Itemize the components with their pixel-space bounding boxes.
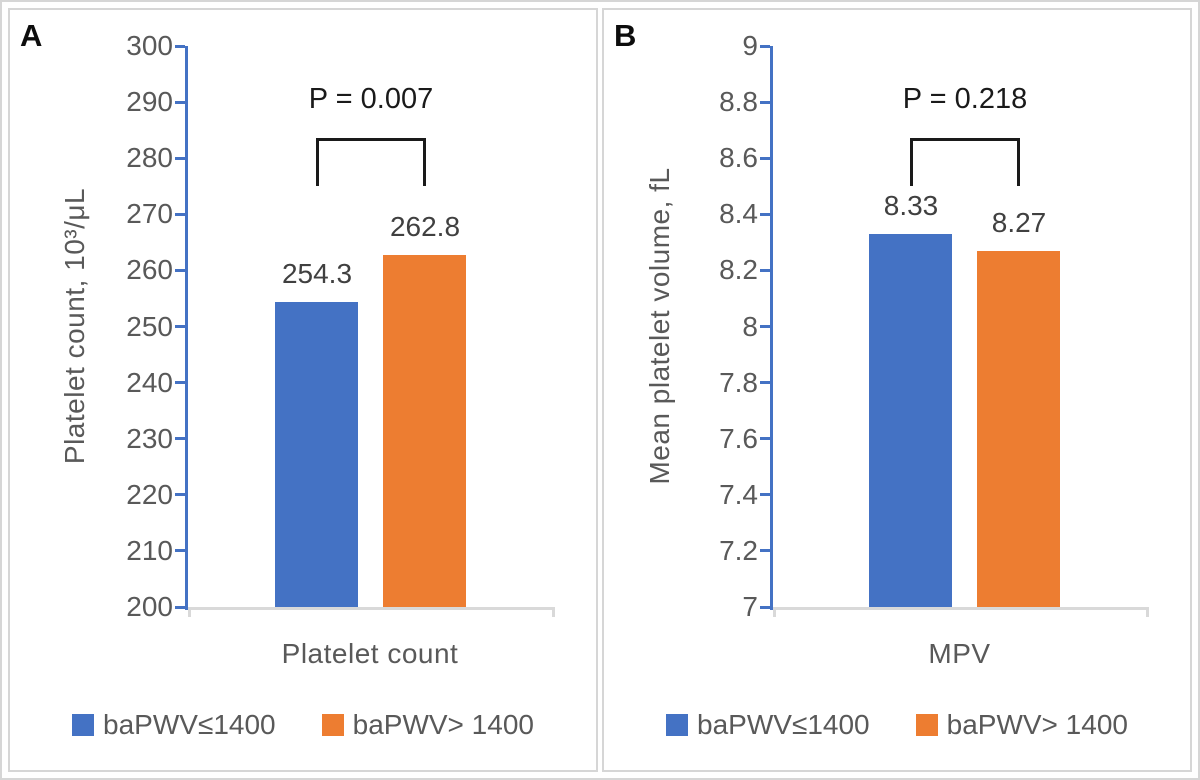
y-tick-mark [175, 325, 185, 328]
panel-a-letter: A [20, 18, 43, 53]
panel-b-bar-bapwv-le-1400 [869, 233, 952, 607]
y-tick-label: 8.8 [719, 86, 758, 118]
y-tick-label: 290 [126, 86, 173, 118]
y-tick-mark [175, 268, 185, 272]
panel-b-legend-item-1: baPWV≤1400 [666, 709, 870, 741]
y-tick-mark [175, 44, 185, 48]
y-tick-mark [175, 156, 185, 160]
y-tick-mark [175, 100, 185, 104]
y-tick-label: 210 [126, 534, 173, 566]
y-tick-mark [760, 325, 770, 328]
panel-b-legend: baPWV≤1400 baPWV> 1400 [604, 709, 1190, 741]
y-tick-label: 8.4 [719, 198, 758, 230]
y-tick-label: 7 [742, 591, 758, 622]
y-tick-label: 7.4 [719, 478, 758, 510]
panel-a-x-axis-line [188, 607, 555, 617]
y-tick-label: 8.6 [719, 142, 758, 174]
panel-a-legend-swatch-group1 [72, 714, 95, 736]
panel-a: A Platelet count, 10³/μL 300 290 280 270 260… [8, 8, 598, 772]
y-tick-mark [175, 605, 185, 609]
y-tick-mark [760, 156, 770, 160]
panel-b-significance-bracket [910, 138, 1020, 186]
panel-a-legend: baPWV≤1400 baPWV> 1400 [10, 709, 596, 741]
panel-b-x-category-label: MPV [928, 638, 991, 669]
panel-b-legend-swatch-group2 [915, 714, 938, 736]
y-tick-mark [175, 381, 185, 385]
y-tick-label: 230 [126, 422, 173, 454]
y-tick-mark [760, 381, 770, 385]
panel-a-legend-label-group1: baPWV≤1400 [103, 709, 276, 740]
y-tick-label: 270 [126, 198, 173, 230]
panel-a-bar-value-label-2: 262.8 [389, 210, 461, 242]
y-tick-label: 7.8 [719, 366, 758, 398]
panel-b: B Mean platelet volume, fL 9 8.8 8.6 8.4 8.2… [602, 8, 1192, 772]
y-tick-label: 260 [126, 254, 173, 286]
panel-a-legend-swatch-group2 [321, 714, 344, 736]
panel-b-p-value-label: P = 0.218 [902, 83, 1028, 115]
panel-a-legend-item-1: baPWV≤1400 [72, 709, 276, 741]
y-tick-mark [175, 212, 185, 216]
y-tick-mark [175, 493, 185, 497]
panel-a-y-axis-line [185, 46, 188, 610]
panel-b-legend-item-2: baPWV> 1400 [915, 709, 1128, 741]
y-tick-label: 250 [126, 310, 173, 342]
y-tick-label: 7.2 [719, 534, 758, 566]
panel-a-y-axis-title: Platelet count, 10³/μL [59, 187, 90, 465]
y-tick-mark [760, 605, 770, 609]
y-tick-mark [760, 549, 770, 553]
panel-a-legend-label-group2: baPWV> 1400 [352, 709, 534, 740]
y-tick-label: 200 [126, 591, 173, 622]
panel-a-x-category-label: Platelet count [281, 638, 459, 669]
y-tick-label: 220 [126, 478, 173, 510]
panel-b-bar-bapwv-gt-1400 [977, 250, 1060, 607]
y-tick-label: 8.2 [719, 254, 758, 286]
y-tick-mark [760, 44, 770, 48]
panel-b-y-axis-line [770, 46, 773, 610]
panel-a-p-value-label: P = 0.007 [308, 83, 434, 115]
panel-b-bar-value-label-1: 8.33 [883, 189, 939, 221]
panel-a-legend-item-2: baPWV> 1400 [321, 709, 534, 741]
panel-a-bar-value-label-1: 254.3 [281, 258, 353, 290]
panel-b-y-axis-title: Mean platelet volume, fL [644, 167, 675, 485]
panel-a-bar-bapwv-gt-1400 [383, 254, 466, 607]
panel-b-x-axis-line [773, 607, 1149, 617]
y-tick-mark [175, 437, 185, 441]
y-tick-mark [760, 437, 770, 441]
y-tick-mark [175, 549, 185, 553]
panel-b-legend-label-group2: baPWV> 1400 [946, 709, 1128, 740]
y-tick-mark [760, 268, 770, 272]
panel-a-bar-bapwv-le-1400 [275, 302, 358, 607]
panel-b-legend-swatch-group1 [666, 714, 689, 736]
panel-a-significance-bracket [316, 138, 426, 186]
y-tick-mark [760, 212, 770, 216]
panel-b-letter: B [614, 18, 637, 53]
y-tick-label: 280 [126, 142, 173, 174]
y-tick-label: 240 [126, 366, 173, 398]
panel-b-bar-value-label-2: 8.27 [991, 206, 1047, 238]
y-tick-mark [760, 493, 770, 497]
panel-b-legend-label-group1: baPWV≤1400 [697, 709, 870, 740]
y-tick-label: 300 [126, 30, 173, 61]
y-tick-label: 8 [742, 310, 758, 342]
y-tick-mark [760, 100, 770, 104]
y-tick-label: 7.6 [719, 422, 758, 454]
y-tick-label: 9 [742, 30, 758, 61]
